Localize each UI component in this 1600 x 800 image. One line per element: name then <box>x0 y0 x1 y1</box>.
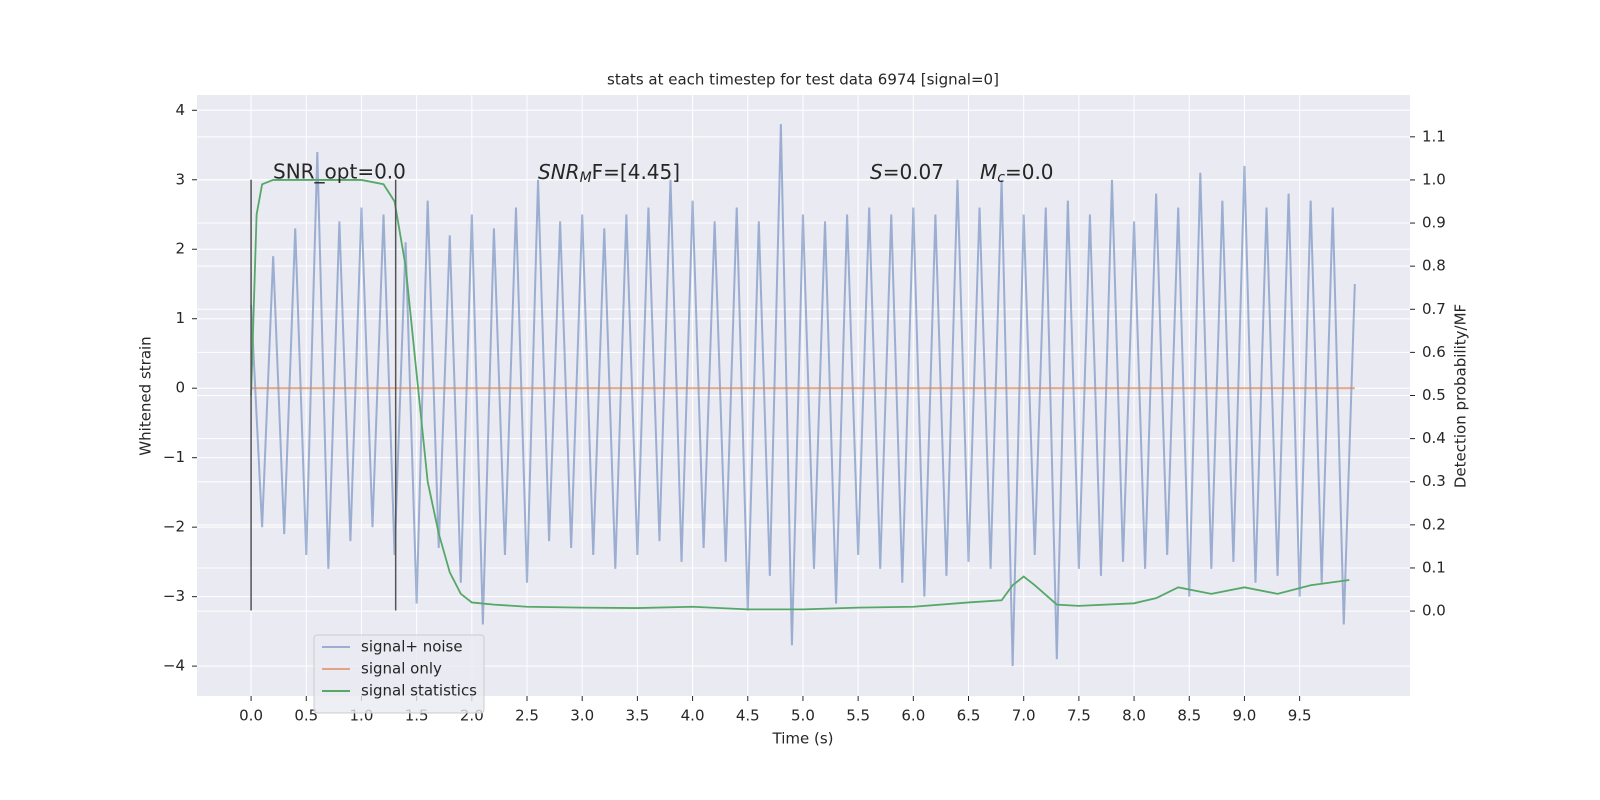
y-tick-label: 1 <box>175 309 185 327</box>
annotation: SNRMF=[4.45] <box>538 160 680 187</box>
y-tick-label: −3 <box>163 587 185 605</box>
x-tick-label: 4.0 <box>681 707 705 725</box>
chart-title: stats at each timestep for test data 697… <box>607 71 999 89</box>
annotation-part: M <box>980 160 997 184</box>
annotation-part: S <box>870 160 883 184</box>
x-tick-label: 4.5 <box>736 707 760 725</box>
legend-box <box>313 634 485 714</box>
series-line <box>250 124 1356 667</box>
x-tick-label: 9.5 <box>1288 707 1312 725</box>
x-tick-label: 7.0 <box>1012 707 1036 725</box>
x-tick-label: 5.0 <box>791 707 815 725</box>
annotation-part: =0.0 <box>1005 160 1054 184</box>
annotation: SNR_opt=0.0 <box>273 160 406 184</box>
y2-tick-label: 1.0 <box>1422 170 1446 188</box>
y-tick-label: 4 <box>175 101 185 119</box>
legend-label: signal statistics <box>361 682 477 700</box>
annotation-part: M <box>580 170 592 186</box>
y2-tick-label: 0.7 <box>1422 300 1446 318</box>
annotation-part: SNR <box>538 160 580 184</box>
x-tick-label: 6.5 <box>957 707 981 725</box>
y-tick-label: −2 <box>163 518 185 536</box>
annotation-part: F=[4.45] <box>592 160 680 184</box>
y2-tick-label: 0.0 <box>1422 602 1446 620</box>
legend-label: signal only <box>361 660 442 678</box>
annotation-part: c <box>997 170 1005 186</box>
x-tick-label: 8.5 <box>1177 707 1201 725</box>
y2-tick-label: 0.4 <box>1422 429 1446 447</box>
y-tick-label: 0 <box>175 379 185 397</box>
axes: 0.0 0.5 1.0 1.5 2.0 2.5 3.0 3.5 4.0 4.5 5.0 5.5 6.0 6… <box>163 101 1446 725</box>
annotation-part: =0.07 <box>883 160 944 184</box>
legend: signal+ noise signal only signal statistic… <box>313 634 485 714</box>
y2-tick-label: 0.5 <box>1422 386 1446 404</box>
x-tick-label: 9.0 <box>1233 707 1257 725</box>
y2-tick-label: 0.3 <box>1422 472 1446 490</box>
y2-tick-label: 0.6 <box>1422 343 1446 361</box>
x-axis-label: Time (s) <box>772 730 834 748</box>
y2-tick-label: 0.1 <box>1422 558 1446 576</box>
x-tick-label: 5.5 <box>846 707 870 725</box>
x-tick-label: 0.5 <box>294 707 318 725</box>
annotation: S=0.07 <box>870 160 944 184</box>
x-tick-label: 3.5 <box>625 707 649 725</box>
x-tick-label: 6.0 <box>901 707 925 725</box>
y2-tick-label: 1.1 <box>1422 127 1446 145</box>
x-tick-label: 7.5 <box>1067 707 1091 725</box>
y-tick-label: −1 <box>163 448 185 466</box>
x-tick-label: 2.5 <box>515 707 539 725</box>
x-tick-label: 3.0 <box>570 707 594 725</box>
y2-tick-label: 0.2 <box>1422 515 1446 533</box>
annotation: Mc=0.0 <box>980 160 1054 187</box>
y2-tick-label: 0.9 <box>1422 214 1446 232</box>
y-tick-label: −4 <box>163 657 185 675</box>
legend-label: signal+ noise <box>361 638 463 656</box>
y2-axis-label: Detection probability/MF <box>1452 304 1470 488</box>
y-tick-label: 2 <box>175 240 185 258</box>
plot-area <box>250 124 1356 667</box>
series-line <box>250 179 1350 611</box>
x-tick-label: 8.0 <box>1122 707 1146 725</box>
x-tick-label: 0.0 <box>239 707 263 725</box>
y2-tick-label: 0.8 <box>1422 257 1446 275</box>
y-tick-label: 3 <box>175 170 185 188</box>
y-axis-label: Whitened strain <box>137 336 155 455</box>
